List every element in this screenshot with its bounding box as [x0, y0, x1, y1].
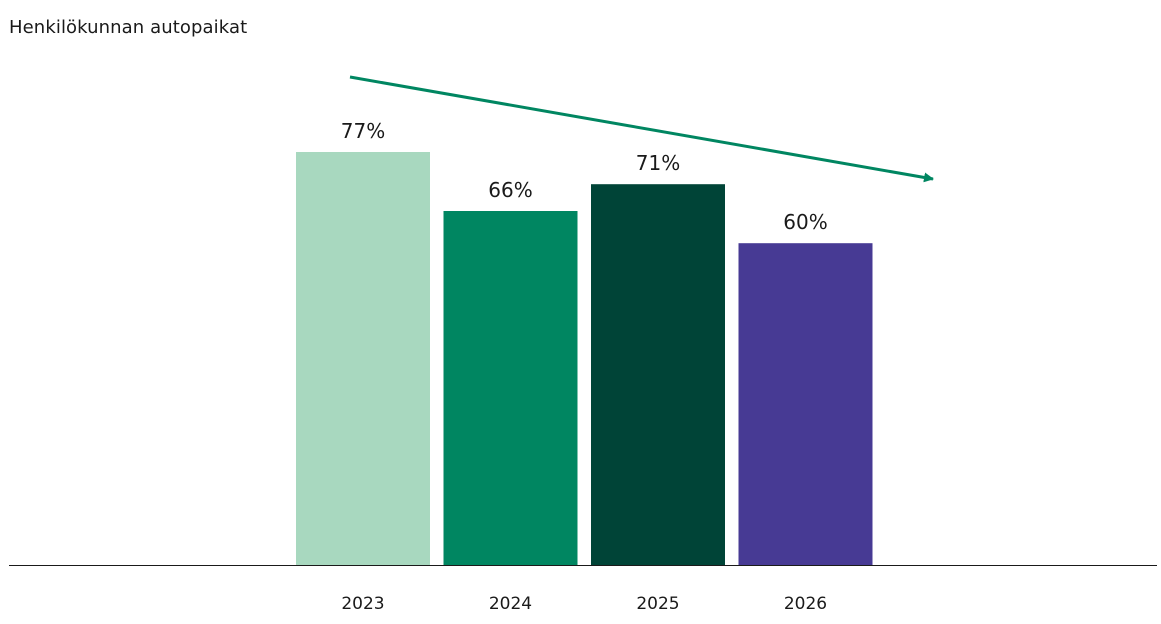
- value-label-2025: 71%: [636, 151, 680, 175]
- chart-title: Henkilökunnan autopaikat: [9, 17, 248, 38]
- bar-2026: [738, 243, 873, 565]
- bar-2023: [296, 152, 430, 565]
- trend-arrow: [349, 75, 934, 183]
- bar-2024: [443, 211, 578, 565]
- x-tick-labels: 2023 2024 2025 2026: [341, 594, 827, 614]
- x-tick-label-2023: 2023: [341, 594, 384, 614]
- x-tick-label-2025: 2025: [636, 594, 679, 614]
- bars-group: [296, 152, 873, 565]
- value-label-2024: 66%: [488, 178, 532, 202]
- bar-2025: [591, 184, 725, 565]
- x-tick-label-2024: 2024: [489, 594, 532, 614]
- value-label-2026: 60%: [783, 210, 827, 234]
- x-tick-label-2026: 2026: [784, 594, 827, 614]
- value-labels-group: 77% 66% 71% 60%: [341, 119, 828, 234]
- value-label-2023: 77%: [341, 119, 385, 143]
